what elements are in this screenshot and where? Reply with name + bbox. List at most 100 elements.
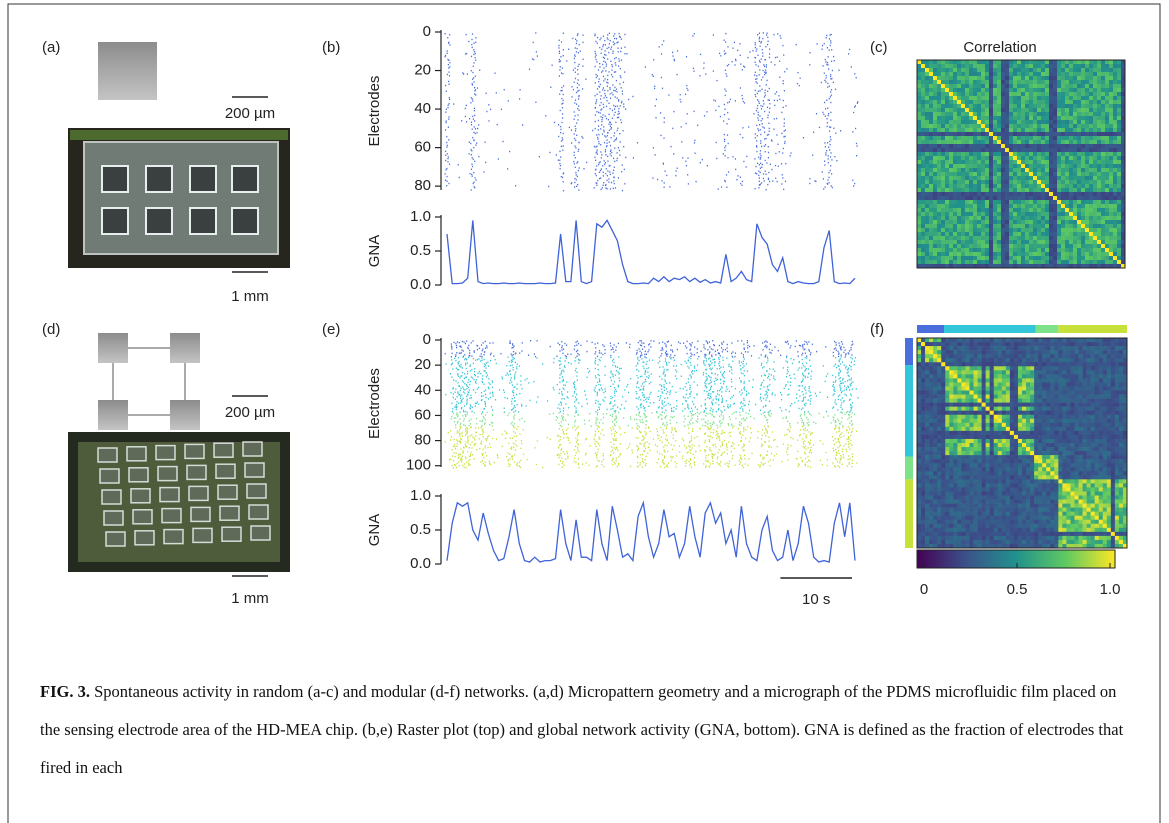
spike — [686, 123, 687, 124]
heatmap-cell — [953, 196, 957, 200]
heatmap-cell — [949, 128, 953, 132]
heatmap-cell — [973, 244, 977, 248]
spike — [578, 170, 579, 171]
heatmap-cell — [957, 68, 961, 72]
heatmap-cell — [917, 184, 921, 188]
spike — [482, 434, 483, 435]
heatmap-cell — [933, 140, 937, 144]
spike — [681, 141, 682, 142]
spike — [483, 416, 484, 417]
spike — [603, 129, 604, 130]
heatmap-cell — [1053, 100, 1057, 104]
spike — [692, 35, 693, 36]
heatmap-cell — [1105, 252, 1109, 256]
heatmap-cell — [1069, 96, 1073, 100]
spike — [777, 57, 778, 58]
spike — [599, 105, 600, 106]
heatmap-cell — [921, 96, 925, 100]
heatmap-cell — [997, 236, 1001, 240]
heatmap-cell — [1041, 64, 1045, 68]
heatmap-cell — [945, 192, 949, 196]
heatmap-cell — [985, 104, 989, 108]
heatmap-cell — [1073, 192, 1077, 196]
heatmap-cell — [965, 196, 969, 200]
spike — [779, 61, 780, 62]
spike — [713, 34, 714, 35]
heatmap-cell — [993, 116, 997, 120]
heatmap-cell — [997, 136, 1001, 140]
spike — [574, 406, 575, 407]
spike — [574, 392, 575, 393]
heatmap-cell — [1101, 60, 1105, 64]
raster-column — [724, 33, 730, 188]
heatmap-cell — [1029, 132, 1033, 136]
spike — [568, 437, 569, 438]
spike — [762, 123, 763, 124]
spike — [510, 423, 511, 424]
chart-title: Correlation — [963, 39, 1036, 56]
heatmap-cell — [1109, 152, 1113, 156]
spike — [622, 91, 623, 92]
heatmap-cell — [961, 208, 965, 212]
heatmap-cell — [933, 152, 937, 156]
spike — [566, 358, 567, 359]
heatmap-cell — [1053, 148, 1057, 152]
spike — [471, 39, 472, 40]
spike — [560, 90, 561, 91]
heatmap-cell — [1025, 140, 1029, 144]
spike — [620, 37, 621, 38]
spike — [562, 150, 563, 151]
heatmap-cell — [1097, 152, 1101, 156]
spike — [575, 128, 576, 129]
heatmap-cell — [993, 80, 997, 84]
heatmap-cell — [949, 104, 953, 108]
spike — [628, 99, 629, 100]
heatmap-cell — [941, 80, 945, 84]
spike — [576, 92, 577, 93]
spike — [521, 418, 522, 419]
spike — [610, 40, 611, 41]
heatmap-cell — [1033, 140, 1037, 144]
heatmap-cell — [1009, 116, 1013, 120]
heatmap-cell — [1049, 60, 1053, 64]
spike — [446, 120, 447, 121]
heatmap-cell — [1113, 216, 1117, 220]
spike — [486, 93, 487, 94]
spike — [459, 465, 460, 466]
spike — [633, 157, 634, 158]
spike — [611, 124, 612, 125]
spike — [470, 423, 471, 424]
heatmap-cell — [1001, 192, 1005, 196]
spike — [752, 50, 753, 51]
spike — [560, 165, 561, 166]
heatmap-cell — [1001, 140, 1005, 144]
heatmap-cell — [921, 168, 925, 172]
heatmap-cell — [1077, 192, 1081, 196]
heatmap-cell — [1101, 92, 1105, 96]
spike — [578, 151, 579, 152]
spike — [457, 382, 458, 383]
heatmap-cell — [989, 144, 993, 148]
spike — [784, 71, 785, 72]
spike — [603, 126, 604, 127]
spike — [567, 414, 568, 415]
heatmap-cell — [949, 208, 953, 212]
spike — [662, 88, 663, 89]
spike — [465, 434, 466, 435]
heatmap-cell — [1089, 244, 1093, 248]
heatmap-cell — [1041, 192, 1045, 196]
spike — [461, 457, 462, 458]
spike — [456, 453, 457, 454]
heatmap-cell — [933, 216, 937, 220]
heatmap-cell — [1053, 112, 1057, 116]
heatmap-cell — [1077, 180, 1081, 184]
spike — [467, 382, 468, 383]
spike — [468, 41, 469, 42]
heatmap-cell — [1049, 244, 1053, 248]
spike — [476, 132, 477, 133]
heatmap-cell — [1073, 228, 1077, 232]
spike — [519, 365, 520, 366]
spike — [566, 433, 567, 434]
heatmap-cell — [949, 108, 953, 112]
heatmap-cell — [1077, 200, 1081, 204]
